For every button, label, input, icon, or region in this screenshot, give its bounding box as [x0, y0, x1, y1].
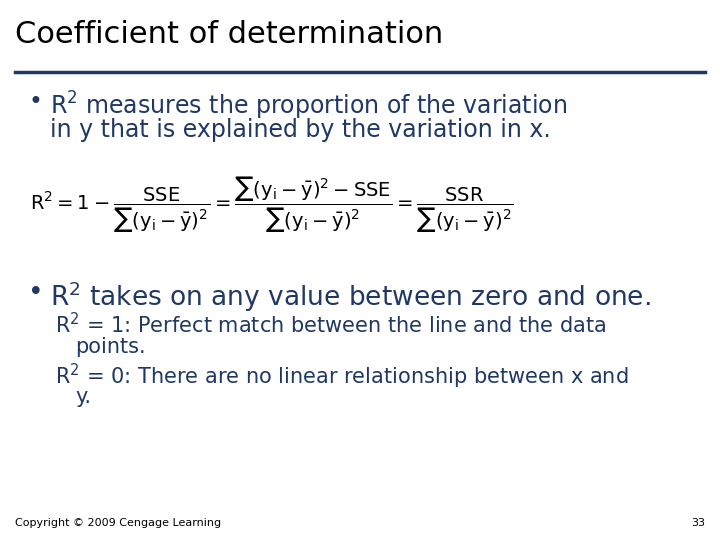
- Text: •: •: [28, 90, 42, 114]
- Text: $\mathsf{R}^2 = 1 - \dfrac{\mathsf{SSE}}{\sum\mathsf{(y_i - \bar{y})^2}} = \dfra: $\mathsf{R}^2 = 1 - \dfrac{\mathsf{SSE}}…: [30, 175, 513, 235]
- Text: $\mathsf{R}^2$ = 1: Perfect match between the line and the data: $\mathsf{R}^2$ = 1: Perfect match betwee…: [55, 312, 606, 337]
- Text: •: •: [28, 280, 44, 306]
- Text: Copyright © 2009 Cengage Learning: Copyright © 2009 Cengage Learning: [15, 518, 221, 528]
- Text: $\mathsf{R}^2$ takes on any value between zero and one.: $\mathsf{R}^2$ takes on any value betwee…: [50, 280, 651, 314]
- Text: y.: y.: [75, 387, 91, 407]
- Text: $\mathsf{R}^2$ measures the proportion of the variation: $\mathsf{R}^2$ measures the proportion o…: [50, 90, 567, 122]
- Text: points.: points.: [75, 337, 145, 357]
- Text: $\mathsf{R}^2$ = 0: There are no linear relationship between x and: $\mathsf{R}^2$ = 0: There are no linear …: [55, 362, 629, 391]
- Text: Coefficient of determination: Coefficient of determination: [15, 20, 444, 49]
- Text: 33: 33: [691, 518, 705, 528]
- Text: in y that is explained by the variation in x.: in y that is explained by the variation …: [50, 118, 551, 142]
